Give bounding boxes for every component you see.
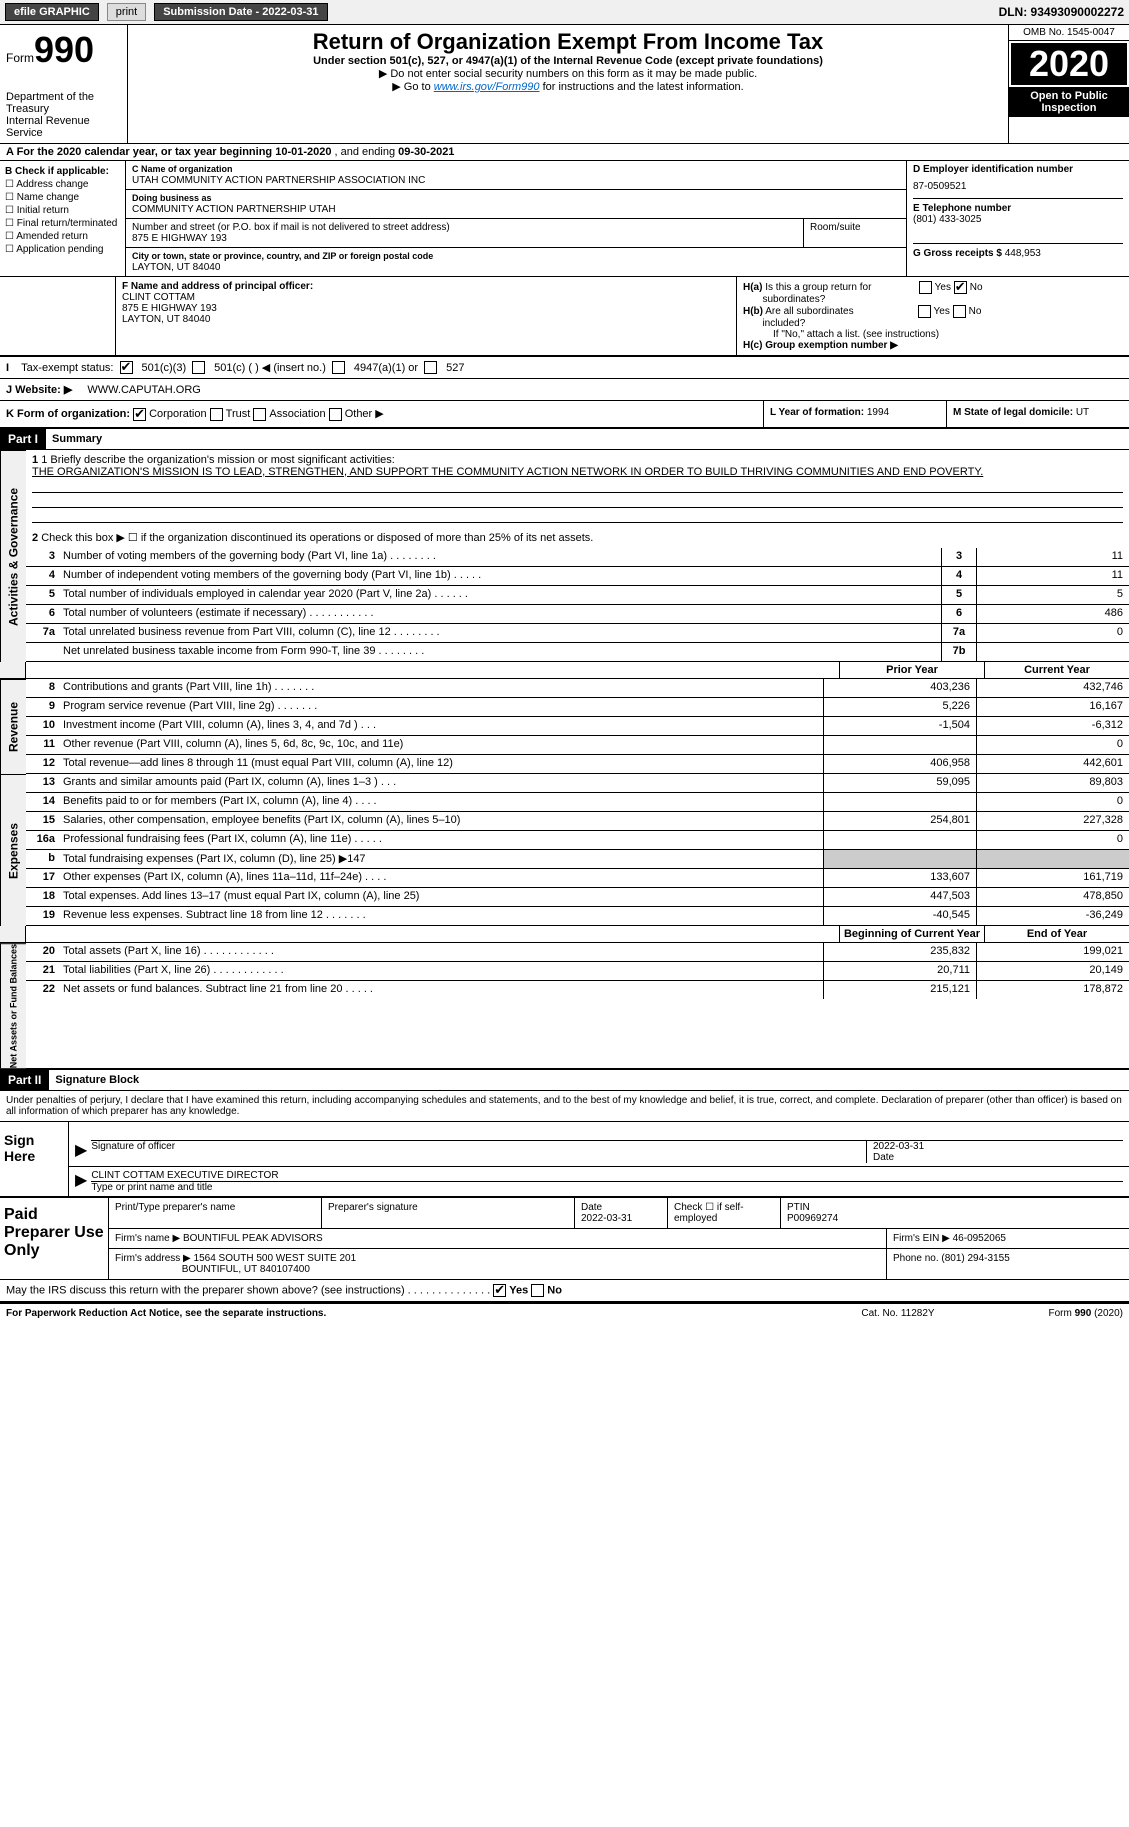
revenue-header: Prior Year Current Year: [0, 662, 1129, 679]
form-number: Form990: [6, 29, 121, 71]
line-15: 15Salaries, other compensation, employee…: [26, 812, 1129, 831]
paid-preparer-section: Paid Preparer Use Only Print/Type prepar…: [0, 1197, 1129, 1280]
state-domicile: M State of legal domicile: UT: [946, 401, 1129, 427]
discuss-row: May the IRS discuss this return with the…: [0, 1280, 1129, 1303]
netassets-section: Net Assets or Fund Balances 20Total asse…: [0, 943, 1129, 1070]
activities-governance-section: Activities & Governance 1 1 Briefly desc…: [0, 450, 1129, 662]
dba: COMMUNITY ACTION PARTNERSHIP UTAH: [132, 204, 336, 215]
side-label-expenses: Expenses: [0, 774, 26, 926]
sign-date: 2022-03-31: [873, 1141, 924, 1152]
box-f: F Name and address of principal officer:…: [116, 277, 737, 355]
tax-year: 2020: [1011, 43, 1127, 85]
line-10: 10Investment income (Part VIII, column (…: [26, 717, 1129, 736]
line-14: 14Benefits paid to or for members (Part …: [26, 793, 1129, 812]
efile-badge: efile GRAPHIC: [5, 3, 99, 21]
netassets-header: Beginning of Current Year End of Year: [0, 926, 1129, 943]
line-7a: 7aTotal unrelated business revenue from …: [26, 624, 1129, 643]
dln: DLN: 93493090002272: [999, 5, 1124, 19]
page-footer: For Paperwork Reduction Act Notice, see …: [0, 1303, 1129, 1323]
part-1-header: Part I Summary: [0, 429, 1129, 450]
omb-number: OMB No. 1545-0047: [1009, 25, 1129, 41]
box-c: C Name of organizationUTAH COMMUNITY ACT…: [126, 161, 906, 276]
website-url: WWW.CAPUTAH.ORG: [87, 384, 200, 396]
line-7b: Net unrelated business taxable income fr…: [26, 643, 1129, 662]
line-6: 6Total number of volunteers (estimate if…: [26, 605, 1129, 624]
open-to-public: Open to Public Inspection: [1009, 87, 1129, 117]
line-8: 8Contributions and grants (Part VIII, li…: [26, 679, 1129, 698]
row-form-org: K Form of organization: Corporation Trus…: [0, 401, 763, 427]
expenses-section: Expenses 13Grants and similar amounts pa…: [0, 774, 1129, 926]
row-website: J Website: ▶ WWW.CAPUTAH.ORG: [0, 379, 1129, 401]
city-state-zip: LAYTON, UT 84040: [132, 262, 220, 273]
side-label-governance: Activities & Governance: [0, 450, 26, 662]
line-12: 12Total revenue—add lines 8 through 11 (…: [26, 755, 1129, 774]
line-20: 20Total assets (Part X, line 16) . . . .…: [26, 943, 1129, 962]
preparer-date: 2022-03-31: [581, 1213, 632, 1224]
form-header: Form990 Department of theTreasuryInterna…: [0, 25, 1129, 144]
line-13: 13Grants and similar amounts paid (Part …: [26, 774, 1129, 793]
part-2-header: Part II Signature Block: [0, 1070, 1129, 1091]
form-title: Return of Organization Exempt From Incom…: [132, 29, 1004, 55]
line-2: 2 Check this box ▶ ☐ if the organization…: [26, 527, 1129, 548]
revenue-section: Revenue 8Contributions and grants (Part …: [0, 679, 1129, 774]
ptin: P00969274: [787, 1213, 838, 1224]
print-button[interactable]: print: [107, 3, 146, 21]
line-1: 1 1 Briefly describe the organization's …: [26, 450, 1129, 527]
section-officer: F Name and address of principal officer:…: [0, 277, 1129, 356]
line-4: 4Number of independent voting members of…: [26, 567, 1129, 586]
box-b: B Check if applicable: ☐ Address change …: [0, 161, 126, 276]
box-h: H(a) Is this a group return for Yes No s…: [737, 277, 1129, 355]
line-17: 17Other expenses (Part IX, column (A), l…: [26, 869, 1129, 888]
officer-name: CLINT COTTAM: [122, 292, 195, 303]
form-subtitle-1: Under section 501(c), 527, or 4947(a)(1)…: [132, 55, 1004, 67]
ein: 87-0509521: [913, 181, 1123, 192]
line-11: 11Other revenue (Part VIII, column (A), …: [26, 736, 1129, 755]
row-tax-status: I Tax-exempt status: 501(c)(3) 501(c) ( …: [0, 356, 1129, 379]
form-subtitle-2: ▶ Do not enter social security numbers o…: [132, 67, 1004, 80]
line-3: 3Number of voting members of the governi…: [26, 548, 1129, 567]
side-label-revenue: Revenue: [0, 679, 26, 774]
line-18: 18Total expenses. Add lines 13–17 (must …: [26, 888, 1129, 907]
mission-statement: THE ORGANIZATION'S MISSION IS TO LEAD, S…: [32, 466, 983, 478]
irs-link[interactable]: www.irs.gov/Form990: [434, 81, 540, 93]
sign-here-section: Sign Here ▶ Signature of officer 2022-03…: [0, 1122, 1129, 1197]
signature-arrow-icon: ▶: [75, 1140, 87, 1163]
submission-date: Submission Date - 2022-03-31: [154, 3, 327, 21]
line-16a: 16aProfessional fundraising fees (Part I…: [26, 831, 1129, 850]
line-9: 9Program service revenue (Part VIII, lin…: [26, 698, 1129, 717]
org-name: UTAH COMMUNITY ACTION PARTNERSHIP ASSOCI…: [132, 175, 425, 186]
line-21: 21Total liabilities (Part X, line 26) . …: [26, 962, 1129, 981]
officer-signature-name: CLINT COTTAM EXECUTIVE DIRECTOR: [91, 1170, 278, 1181]
name-arrow-icon: ▶: [75, 1170, 87, 1193]
tax-year-row: A For the 2020 calendar year, or tax yea…: [0, 144, 1129, 161]
telephone: (801) 433-3025: [913, 214, 1123, 225]
top-bar: efile GRAPHIC print Submission Date - 20…: [0, 0, 1129, 25]
section-identity: B Check if applicable: ☐ Address change …: [0, 161, 1129, 277]
firm-phone: (801) 294-3155: [941, 1253, 1009, 1264]
perjury-declaration: Under penalties of perjury, I declare th…: [0, 1091, 1129, 1122]
line-19: 19Revenue less expenses. Subtract line 1…: [26, 907, 1129, 926]
gross-receipts: 448,953: [1005, 248, 1041, 259]
year-formation: L Year of formation: 1994: [763, 401, 946, 427]
firm-address: 1564 SOUTH 500 WEST SUITE 201: [194, 1253, 357, 1264]
line-16b: bTotal fundraising expenses (Part IX, co…: [26, 850, 1129, 869]
street-address: 875 E HIGHWAY 193: [132, 233, 227, 244]
department: Department of theTreasuryInternal Revenu…: [6, 91, 121, 139]
box-d: D Employer identification number 87-0509…: [906, 161, 1129, 276]
firm-name: BOUNTIFUL PEAK ADVISORS: [183, 1233, 323, 1244]
line-5: 5Total number of individuals employed in…: [26, 586, 1129, 605]
line-22: 22Net assets or fund balances. Subtract …: [26, 981, 1129, 999]
firm-ein: 46-0952065: [953, 1233, 1006, 1244]
form-subtitle-3: ▶ Go to www.irs.gov/Form990 for instruct…: [132, 80, 1004, 93]
side-label-netassets: Net Assets or Fund Balances: [0, 943, 26, 1068]
